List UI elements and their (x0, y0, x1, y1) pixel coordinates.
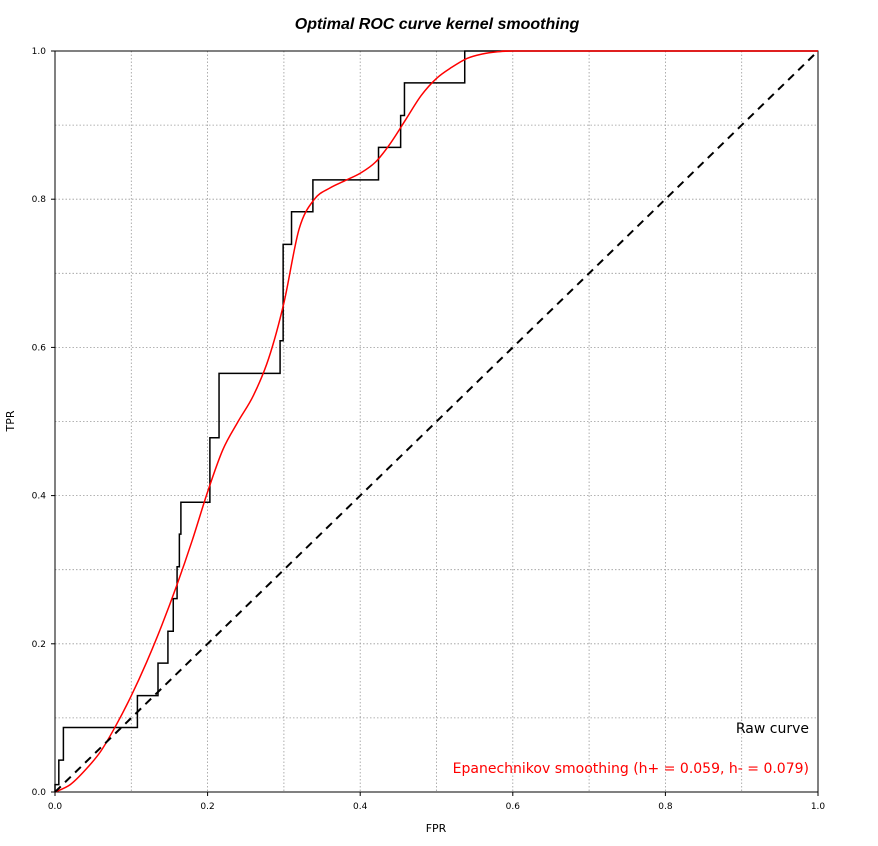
grid (55, 51, 818, 792)
x-axis-label: FPR (426, 822, 447, 835)
x-tick-label: 1.0 (811, 802, 826, 812)
y-tick-label: 0.6 (32, 343, 47, 353)
x-tick-label: 0.0 (48, 802, 63, 812)
diagonal-reference-line (54, 50, 819, 793)
raw-curve-line (54, 50, 818, 792)
series-layer (54, 50, 819, 793)
y-axis-ticks: 0.0 0.2 0.4 0.6 0.8 1.0 (32, 47, 55, 798)
plot-frame (54, 50, 819, 793)
chart-title: Optimal ROC curve kernel smoothing (295, 16, 580, 33)
legend-smoothing: Epanechnikov smoothing (h+ = 0.059, h- =… (453, 761, 809, 777)
y-tick-label: 0.8 (32, 195, 47, 205)
y-tick-label: 0.2 (32, 640, 46, 650)
legend-raw-curve: Raw curve (736, 721, 809, 737)
y-tick-label: 0.4 (32, 492, 47, 502)
x-tick-label: 0.8 (658, 802, 673, 812)
y-tick-label: 0.0 (32, 788, 47, 798)
x-axis-ticks: 0.0 0.2 0.4 0.6 0.8 1.0 (48, 792, 826, 812)
smoothed-curve-line (54, 50, 818, 793)
y-axis-label: TPR (4, 410, 17, 432)
y-tick-label: 1.0 (32, 47, 47, 57)
x-tick-label: 0.4 (353, 802, 368, 812)
x-tick-label: 0.2 (200, 802, 214, 812)
x-tick-label: 0.6 (506, 802, 521, 812)
